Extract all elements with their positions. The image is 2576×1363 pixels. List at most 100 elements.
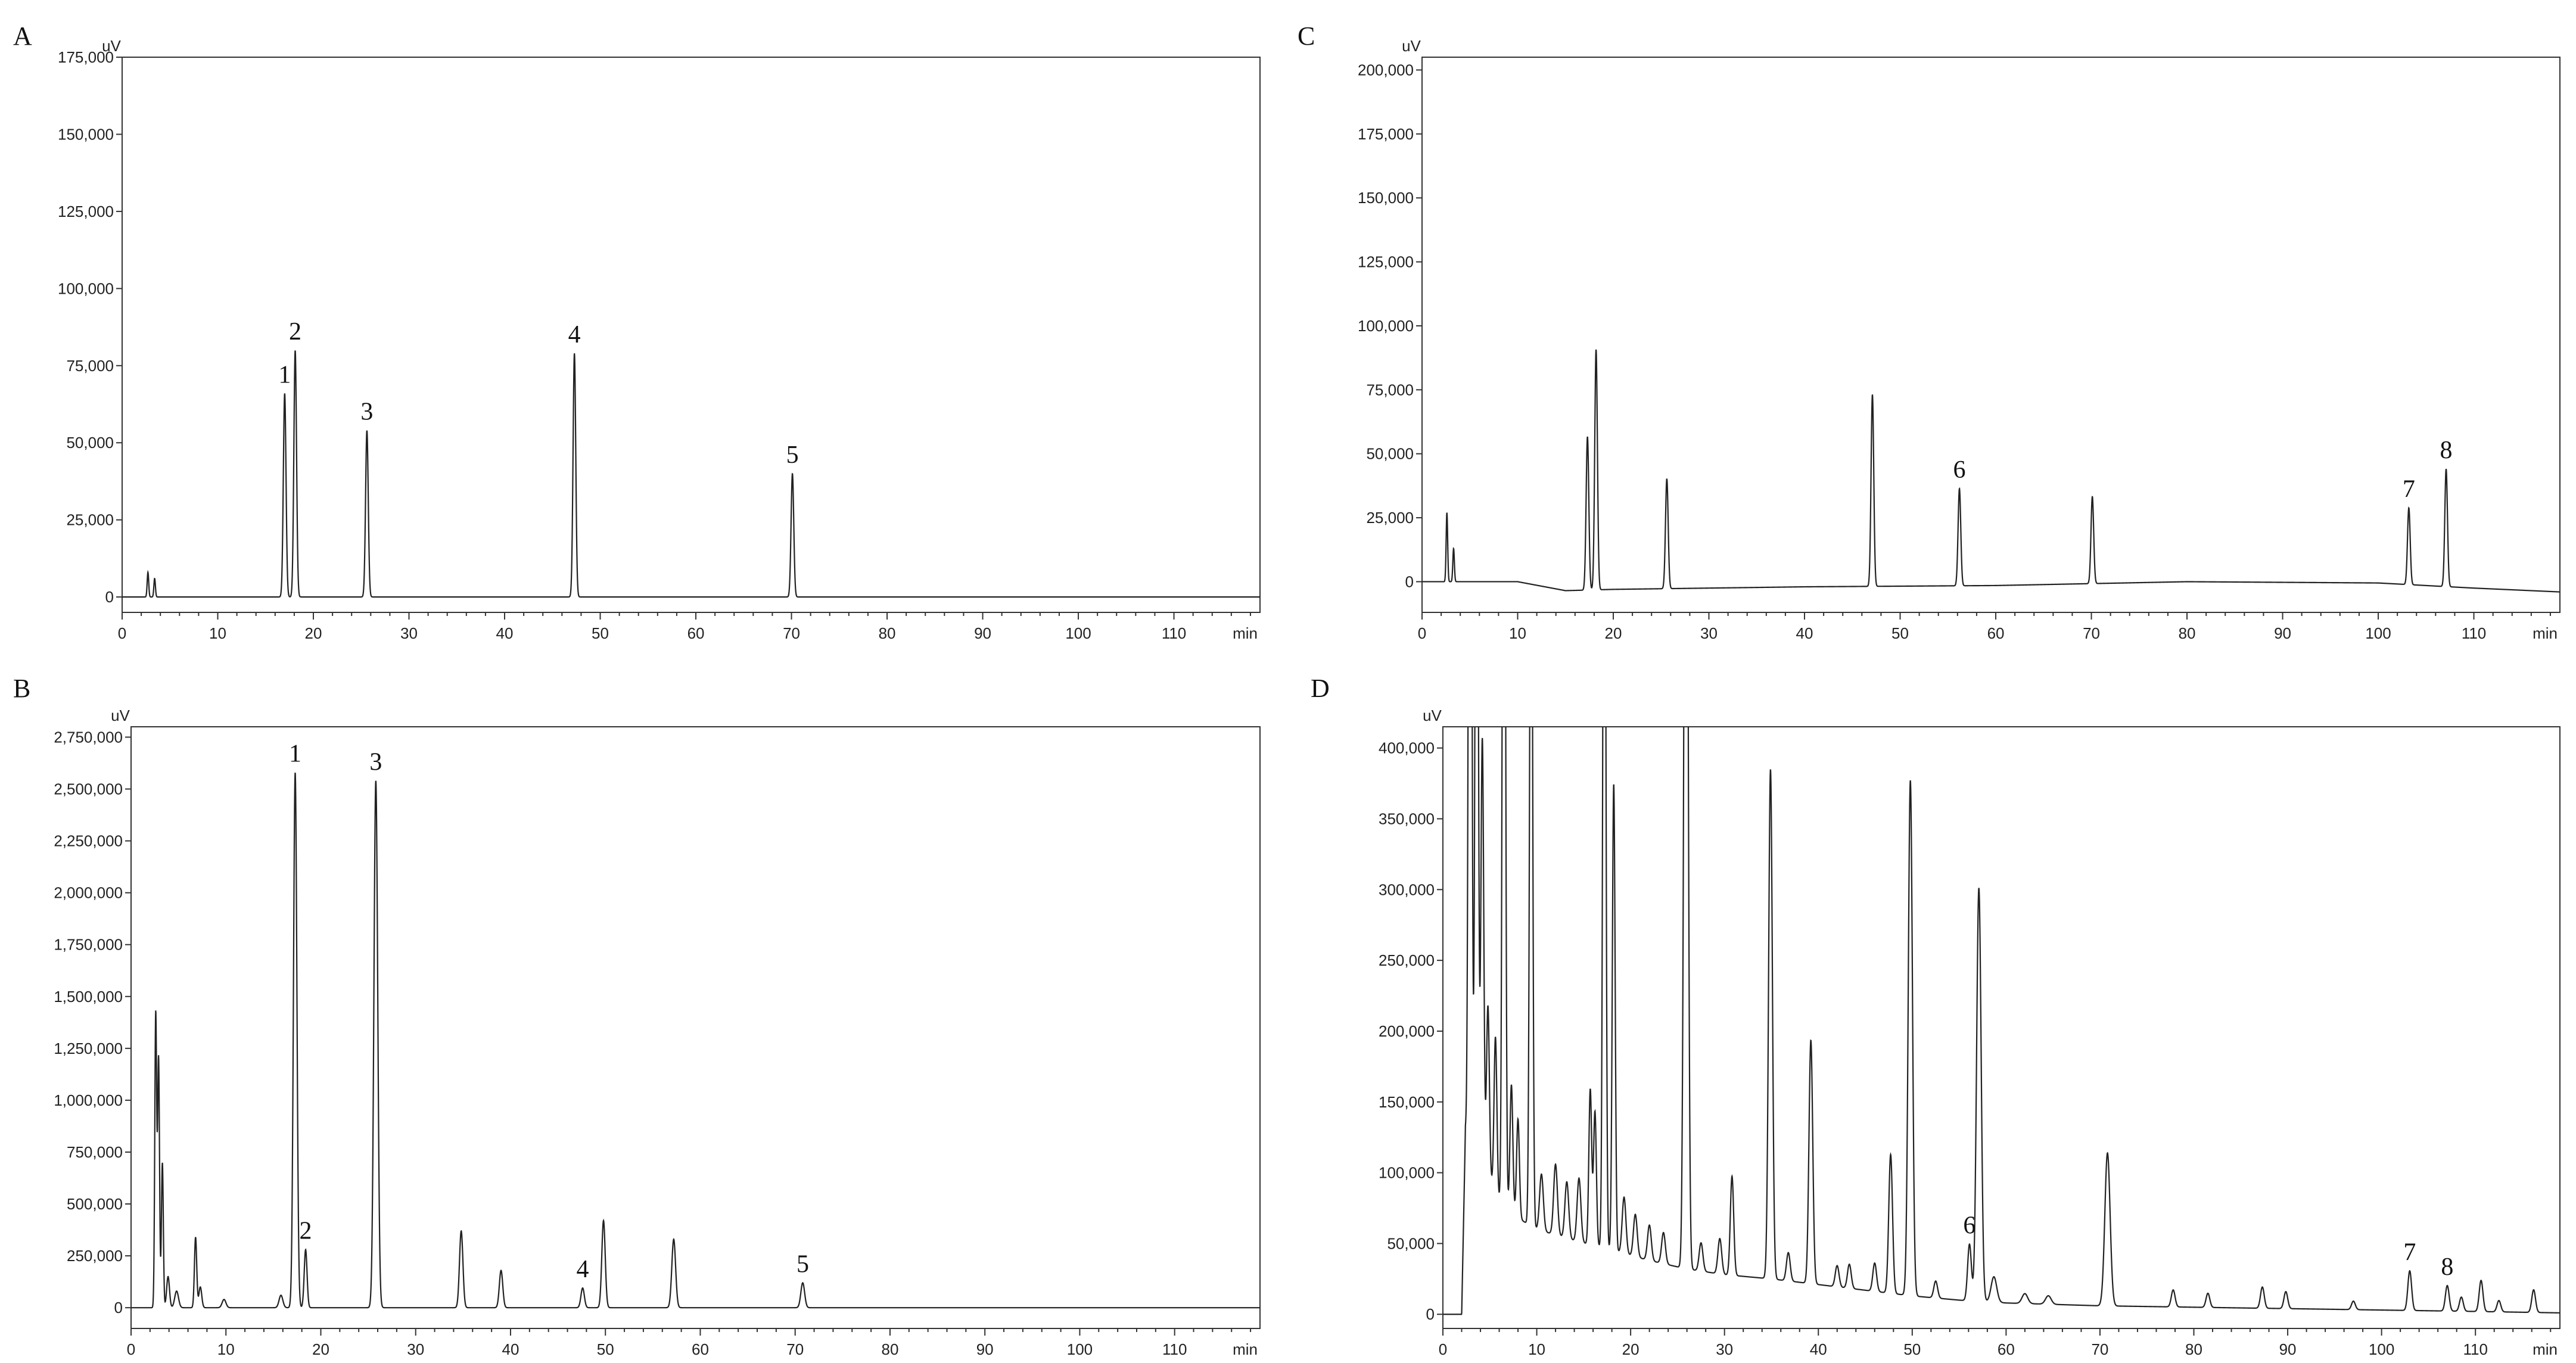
x-tick-label: 100	[2369, 1340, 2394, 1358]
x-tick-label: 80	[879, 624, 896, 642]
x-tick-label: 0	[1439, 1340, 1447, 1358]
x-tick-label: 60	[1998, 1340, 2015, 1358]
x-unit-label: min	[2533, 624, 2558, 642]
y-tick-label: 350,000	[1379, 810, 1435, 827]
peak-label: 8	[2441, 1253, 2453, 1281]
y-tick-label: 150,000	[1379, 1093, 1435, 1111]
y-tick-label: 1,500,000	[54, 988, 123, 1006]
x-unit-label: min	[1233, 624, 1258, 642]
y-tick-label: 2,000,000	[54, 884, 123, 902]
x-tick-label: 10	[1509, 624, 1526, 642]
peak-label: 5	[797, 1250, 809, 1278]
x-tick-label: 100	[1067, 1340, 1093, 1358]
peak-label: 6	[1953, 456, 1966, 484]
y-tick-label: 25,000	[66, 511, 114, 529]
y-tick-label: 25,000	[1366, 509, 1414, 527]
y-tick-label: 75,000	[66, 357, 114, 375]
peak-label: 5	[786, 441, 799, 469]
x-tick-label: 110	[2463, 1340, 2487, 1358]
y-tick-label: 0	[1405, 572, 1414, 590]
x-tick-label: 40	[1810, 1340, 1827, 1358]
x-tick-label: 30	[1716, 1340, 1733, 1358]
peak-label: 6	[1963, 1212, 1975, 1239]
chromatogram-trace	[1443, 727, 2560, 1315]
panel-label: B	[13, 674, 30, 703]
x-tick-label: 0	[1418, 624, 1426, 642]
y-tick-label: 175,000	[1358, 125, 1414, 143]
y-tick-label: 50,000	[1366, 445, 1414, 463]
y-tick-label: 300,000	[1379, 880, 1435, 898]
y-tick-label: 100,000	[1379, 1164, 1435, 1182]
x-tick-label: 40	[502, 1340, 519, 1358]
x-tick-label: 50	[597, 1340, 614, 1358]
plot-frame	[130, 726, 1261, 1329]
x-tick-label: 60	[692, 1340, 709, 1358]
x-tick-label: 20	[1622, 1340, 1639, 1358]
x-tick-label: 40	[1796, 624, 1813, 642]
y-unit-label: uV	[111, 707, 130, 724]
y-tick-label: 400,000	[1379, 739, 1435, 757]
chromatogram-trace	[131, 772, 1260, 1309]
panel-d: DuV 0 50,000 100,000 150,000 200,000 250,000 30…	[1311, 674, 2561, 1358]
peak-label: 2	[300, 1218, 312, 1245]
peak-label: 7	[2403, 476, 2415, 503]
x-tick-label: 110	[1162, 1340, 1187, 1358]
x-tick-label: 110	[1162, 624, 1186, 642]
x-tick-label: 30	[407, 1340, 424, 1358]
x-tick-label: 10	[1528, 1340, 1545, 1358]
x-tick-label: 100	[2365, 624, 2391, 642]
x-tick-label: 70	[2091, 1340, 2108, 1358]
y-tick-label: 1,750,000	[54, 936, 123, 954]
x-tick-label: 0	[118, 624, 126, 642]
x-tick-label: 50	[592, 624, 609, 642]
y-tick-label: 50,000	[1387, 1234, 1435, 1252]
y-tick-label: 2,500,000	[54, 780, 123, 798]
x-tick-label: 60	[687, 624, 705, 642]
x-tick-label: 100	[1065, 624, 1091, 642]
peak-label: 2	[289, 318, 301, 346]
plot-frame	[1442, 726, 2561, 1329]
x-tick-label: 70	[2083, 624, 2100, 642]
peak-label: 4	[568, 321, 581, 348]
peak-label: 3	[369, 749, 382, 776]
peak-label: 8	[2440, 437, 2453, 464]
x-tick-label: 70	[786, 1340, 804, 1358]
x-unit-label: min	[2533, 1340, 2558, 1358]
x-tick-label: 30	[400, 624, 418, 642]
peak-label: 1	[278, 361, 291, 388]
x-tick-label: 90	[2274, 624, 2291, 642]
y-tick-label: 75,000	[1366, 381, 1414, 399]
y-tick-label: 125,000	[1358, 253, 1414, 271]
y-unit-label: uV	[102, 37, 121, 55]
x-tick-label: 20	[1605, 624, 1622, 642]
x-tick-label: 10	[217, 1340, 235, 1358]
y-tick-label: 1,250,000	[54, 1040, 123, 1057]
x-tick-label: 90	[976, 1340, 994, 1358]
y-tick-label: 150,000	[58, 125, 114, 143]
y-tick-label: 50,000	[66, 434, 114, 452]
x-tick-label: 80	[2185, 1340, 2202, 1358]
panel-b: BuV 0 250,000 500,000 750,000 1,000,000 1,250,…	[13, 674, 1261, 1358]
x-tick-label: 90	[974, 624, 991, 642]
y-tick-label: 250,000	[1379, 951, 1435, 969]
y-tick-label: 1,000,000	[54, 1091, 123, 1109]
y-tick-label: 200,000	[1379, 1022, 1435, 1040]
y-tick-label: 0	[1426, 1305, 1435, 1323]
y-tick-label: 125,000	[58, 203, 114, 220]
x-tick-label: 10	[209, 624, 226, 642]
y-unit-label: uV	[1423, 707, 1442, 724]
x-tick-label: 30	[1700, 624, 1718, 642]
x-tick-label: 60	[1987, 624, 2005, 642]
panel-label: C	[1298, 21, 1315, 51]
y-tick-label: 150,000	[1358, 189, 1414, 207]
y-tick-label: 175,000	[58, 48, 114, 66]
y-tick-label: 250,000	[67, 1247, 123, 1265]
y-tick-label: 100,000	[1358, 317, 1414, 335]
panel-label: A	[13, 21, 32, 51]
x-tick-label: 110	[2462, 624, 2486, 642]
peak-label: 7	[2403, 1238, 2416, 1266]
chromatogram-trace	[1422, 349, 2560, 593]
